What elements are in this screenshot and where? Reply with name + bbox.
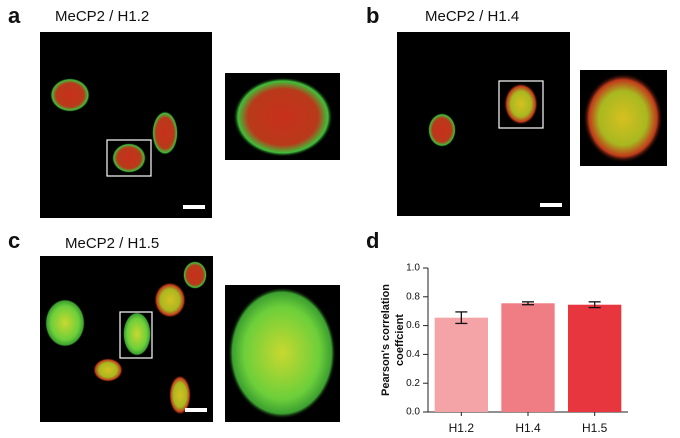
panel-title: MeCP2 / H1.2 [55, 8, 149, 25]
panel-title: MeCP2 / H1.4 [425, 8, 519, 25]
panel-label: a [8, 3, 21, 28]
error-bar [588, 301, 601, 309]
x-tick-label: H1.5 [582, 421, 608, 435]
bar [434, 317, 488, 412]
micrograph-a [40, 32, 212, 218]
zoom-b [580, 70, 667, 166]
panel-label: d [366, 228, 379, 253]
x-tick-label: H1.2 [449, 421, 475, 435]
x-tick-label: H1.4 [515, 421, 541, 435]
micrograph-c [40, 256, 213, 422]
y-tick-label: 0.6 [406, 320, 420, 331]
panel-label: b [366, 3, 379, 28]
y-tick-label: 0.4 [406, 349, 420, 360]
panel-title: MeCP2 / H1.5 [65, 235, 159, 252]
bar [501, 303, 555, 412]
y-axis-label: coeffcient [394, 314, 406, 366]
micrograph-b [397, 32, 570, 216]
y-axis-label: Pearson's correlation [380, 284, 392, 396]
y-tick-label: 0.2 [406, 378, 420, 389]
panel-label: c [8, 228, 20, 253]
y-tick-label: 1.0 [406, 263, 420, 274]
y-tick-label: 0.0 [406, 407, 420, 418]
y-tick-label: 0.8 [406, 291, 420, 302]
zoom-c [225, 285, 340, 422]
bar [568, 304, 622, 412]
zoom-a [225, 73, 340, 160]
error-bar [455, 311, 468, 325]
error-bar [522, 301, 534, 306]
